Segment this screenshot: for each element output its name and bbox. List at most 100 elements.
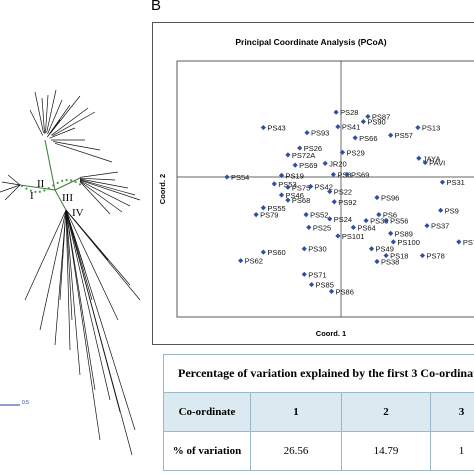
tree-branch [79, 171, 119, 178]
tree-branch [41, 97, 45, 134]
row-cell-1: 26.56 [250, 431, 342, 471]
data-point-29 [260, 205, 266, 211]
data-point-5 [415, 124, 421, 131]
data-point-8 [352, 135, 358, 141]
tree-node [29, 189, 33, 192]
point-label-1: PS87 [372, 112, 390, 121]
variation-table-caption: Percentage of variation explained by the… [163, 354, 474, 393]
point-label-23: PS42 [315, 182, 333, 191]
point-label-40: PS89 [395, 229, 413, 238]
point-label-44: PS30 [308, 245, 326, 254]
data-point-10 [339, 149, 346, 155]
point-label-29: PS55 [267, 204, 285, 213]
point-label-36: PS56 [390, 217, 408, 226]
data-point-2 [360, 118, 366, 125]
point-label-24: PS22 [334, 188, 352, 197]
point-label-10: PS29 [346, 148, 364, 157]
point-label-34: PS24 [334, 215, 352, 224]
header-cell-3: 3 [430, 392, 474, 432]
tree-branch [65, 209, 133, 456]
chart-title: Principal Coordinate Analysis (PCoA) [235, 37, 386, 47]
data-point-7 [388, 132, 394, 138]
tree-branch [79, 177, 116, 181]
data-point-14 [322, 160, 328, 166]
tree-node [69, 179, 73, 182]
tree-branch [29, 109, 44, 136]
point-label-49: PS62 [245, 257, 263, 266]
point-label-53: PS86 [336, 287, 354, 296]
point-label-39: PS64 [357, 223, 375, 232]
data-point-46 [260, 249, 266, 255]
data-point-44 [301, 246, 307, 252]
data-point-18 [330, 171, 336, 178]
tree-branch [65, 209, 81, 376]
tree-branch [79, 181, 111, 215]
point-label-27: PS68 [292, 196, 310, 205]
tree-branch [65, 209, 96, 391]
tree-node [56, 181, 59, 184]
point-label-5: PS13 [422, 124, 440, 133]
tree-node [20, 184, 24, 188]
point-label-18: PS8 [337, 170, 351, 179]
data-point-26 [374, 194, 380, 201]
point-label-22: PS75 [292, 183, 310, 192]
tree-branch [24, 209, 67, 301]
point-label-15: PS69 [299, 161, 317, 170]
tree-node [34, 190, 37, 193]
tree-node [43, 189, 46, 192]
tree-branch [65, 209, 86, 271]
tree-branch [1, 181, 21, 186]
data-point-53 [328, 288, 335, 294]
data-point-23 [308, 183, 314, 190]
tree-branch [49, 95, 81, 134]
point-label-7: PS57 [395, 131, 413, 140]
data-point-21 [271, 181, 277, 187]
data-point-33 [376, 212, 382, 218]
point-label-28: PS92 [338, 198, 356, 207]
scale-bar-label: 0.5 [22, 400, 29, 406]
point-label-51: PS71 [308, 270, 326, 279]
point-label-42: PS100 [397, 238, 420, 247]
data-point-45 [368, 246, 375, 252]
point-label-30: PS9 [445, 206, 459, 215]
tree-branch [54, 189, 67, 211]
variation-table: Percentage of variation explained by the… [163, 354, 474, 471]
clade-label-ii: II [37, 178, 45, 190]
point-label-32: PS52 [310, 211, 328, 220]
tree-branch [7, 174, 21, 186]
tree-branch [46, 89, 57, 133]
point-label-48: PS78 [426, 252, 444, 261]
clade-label-iii: III [62, 192, 73, 204]
tree-branch [54, 177, 81, 191]
point-label-16: PS54 [231, 173, 249, 182]
tree-branch [4, 184, 21, 201]
point-label-46: PS60 [267, 248, 285, 257]
data-point-40 [388, 230, 394, 236]
data-point-48 [419, 252, 426, 259]
point-label-12: JAYA [423, 154, 441, 163]
tree-branch [44, 139, 56, 191]
point-label-47: PS18 [390, 252, 408, 261]
point-label-11: PS72A [292, 151, 315, 160]
data-point-13 [422, 159, 428, 166]
tree-node [61, 179, 64, 183]
tree-branch [79, 178, 129, 189]
point-label-31: PS79 [260, 211, 278, 220]
tree-branch [52, 111, 96, 137]
tree-branch [51, 107, 89, 136]
point-label-41: PS101 [342, 232, 365, 241]
tree-branch [53, 141, 101, 151]
data-point-3 [260, 124, 266, 131]
tree-branch [0, 184, 21, 193]
data-point-9 [297, 145, 303, 151]
tree-branch [79, 179, 136, 196]
data-point-35 [363, 217, 369, 224]
point-label-6: PS93 [311, 129, 329, 138]
tree-node [52, 184, 55, 187]
point-label-13: PAVI [429, 159, 445, 168]
tree-branch [65, 209, 111, 401]
tree-node [38, 190, 41, 193]
tree-branch [59, 209, 67, 301]
point-label-8: PS66 [359, 134, 377, 143]
tree-branch [65, 209, 73, 321]
